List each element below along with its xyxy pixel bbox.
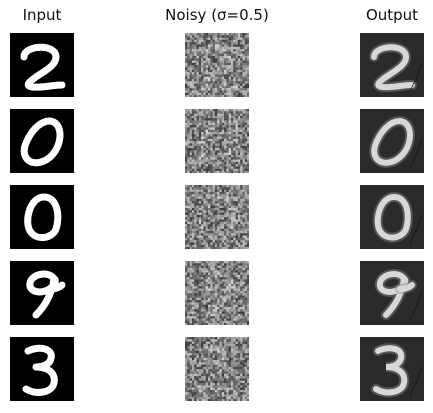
input-image-row-1 — [10, 33, 74, 97]
output-image-row-4 — [360, 261, 424, 325]
input-image-row-2 — [10, 109, 74, 173]
output-image-row-3 — [360, 185, 424, 249]
input-image-row-5 — [10, 337, 74, 401]
output-image-row-5 — [360, 337, 424, 401]
column-title-output: Output — [365, 6, 419, 24]
column-title-input: Input — [22, 6, 62, 24]
noisy-image-row-4 — [185, 261, 249, 325]
input-image-row-3 — [10, 185, 74, 249]
noisy-image-row-3 — [185, 185, 249, 249]
output-image-row-2 — [360, 109, 424, 173]
input-image-row-4 — [10, 261, 74, 325]
noisy-image-row-2 — [185, 109, 249, 173]
output-image-row-1 — [360, 33, 424, 97]
noisy-image-row-1 — [185, 33, 249, 97]
column-title-noisy: Noisy (σ=0.5) — [165, 6, 269, 24]
noisy-image-row-5 — [185, 337, 249, 401]
